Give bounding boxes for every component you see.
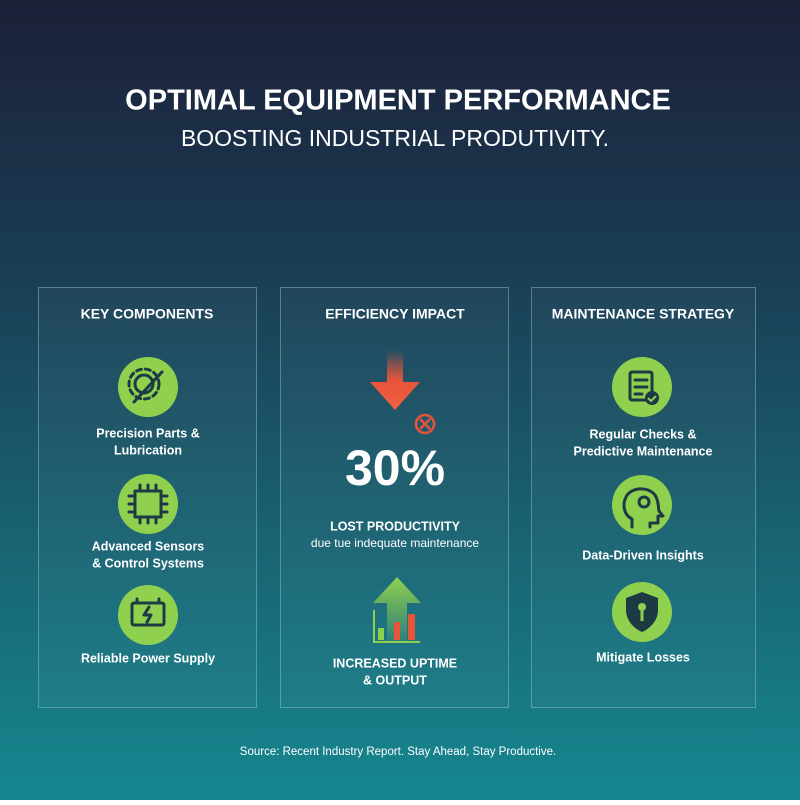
stat: 30% bbox=[345, 440, 445, 496]
outcome-label: & OUTPUT bbox=[363, 673, 427, 687]
item-label: Predictive Maintenance bbox=[574, 444, 713, 458]
panel-title: KEY COMPONENTS bbox=[81, 306, 214, 322]
down-arrow bbox=[370, 350, 420, 410]
icon-x-circle bbox=[414, 413, 436, 435]
item-label: & Control Systems bbox=[92, 556, 204, 570]
title: OPTIMAL EQUIPMENT PERFORMANCE bbox=[125, 85, 671, 117]
panel-title: MAINTENANCE STRATEGY bbox=[552, 306, 735, 322]
outcome-label: INCREASED UPTIME bbox=[333, 656, 457, 670]
panel bbox=[531, 287, 756, 708]
icon-checklist bbox=[612, 357, 672, 417]
item-label: Lubrication bbox=[114, 443, 182, 457]
item-label: Regular Checks & bbox=[590, 427, 697, 441]
stat-label: LOST PRODUCTIVITY bbox=[330, 519, 461, 533]
uptime-icon bbox=[373, 577, 421, 643]
icon-head-gear bbox=[612, 475, 672, 535]
item-label: Reliable Power Supply bbox=[81, 651, 215, 665]
panel bbox=[280, 287, 509, 708]
item-label: Advanced Sensors bbox=[92, 539, 205, 553]
icon-chip bbox=[118, 474, 178, 534]
stat-note: due tue indequate maintenance bbox=[311, 536, 479, 550]
item-label: Precision Parts & bbox=[96, 426, 200, 440]
icon-battery bbox=[118, 585, 178, 645]
footer: Source: Recent Industry Report. Stay Ahe… bbox=[240, 746, 556, 758]
icon-shield bbox=[612, 582, 672, 642]
item-label: Mitigate Losses bbox=[596, 650, 690, 664]
icon-gear-wrench bbox=[118, 357, 178, 417]
subtitle: BOOSTING INDUSTRIAL PRODUTIVITY. bbox=[181, 125, 609, 151]
panel-title: EFFICIENCY IMPACT bbox=[325, 306, 465, 322]
panel bbox=[38, 287, 257, 708]
item-label: Data-Driven Insights bbox=[582, 548, 704, 562]
